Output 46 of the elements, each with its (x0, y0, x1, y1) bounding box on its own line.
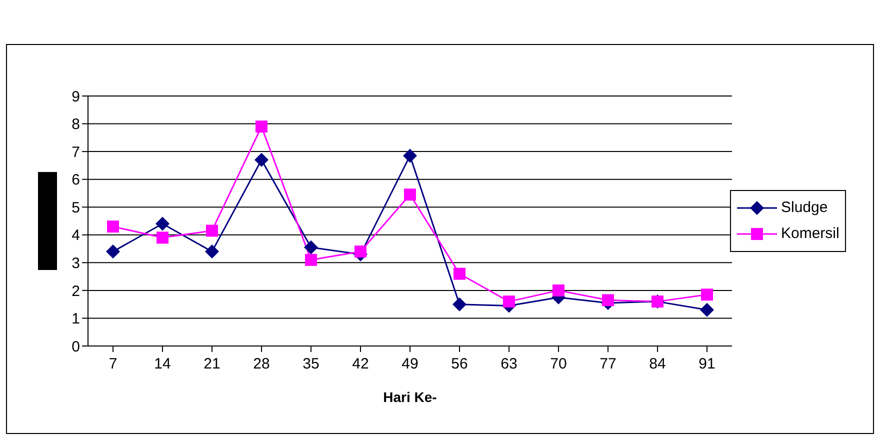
y-tick-label: 4 (72, 227, 80, 244)
x-tick-label: 63 (500, 356, 518, 373)
point (206, 224, 218, 237)
point (602, 294, 614, 306)
x-tick-label: 28 (253, 356, 270, 373)
point (107, 220, 119, 233)
point (552, 284, 564, 296)
y-tick-label: 0 (72, 338, 80, 356)
point (156, 232, 168, 244)
x-tick-label: 7 (108, 356, 118, 373)
point (403, 148, 417, 163)
point (106, 244, 120, 259)
x-tick-label: 21 (204, 356, 220, 373)
point (354, 246, 366, 258)
x-axis-title: Hari Ke- (383, 388, 438, 405)
point (305, 254, 317, 266)
x-tick-label: 49 (402, 356, 418, 373)
x-tick-label: 84 (649, 356, 666, 373)
point (503, 296, 515, 308)
point (156, 216, 170, 231)
x-tick-label: 35 (302, 356, 320, 373)
x-tick-label: 56 (451, 356, 468, 373)
point (454, 268, 466, 280)
point (404, 188, 416, 201)
point (205, 244, 219, 259)
x-tick-label: 91 (698, 356, 716, 373)
x-tick-label: 77 (600, 356, 616, 373)
y-tick-label: 6 (72, 172, 80, 189)
legend-label: Komersil (781, 224, 840, 244)
y-tick-label: 1 (72, 310, 80, 328)
y-tick-label: 9 (72, 88, 80, 106)
y-tick-label: 8 (72, 116, 80, 134)
point (304, 240, 318, 254)
y-tick-label: 7 (72, 144, 80, 161)
y-tick-label: 5 (72, 199, 80, 216)
point (701, 288, 713, 301)
legend-label: Sludge (781, 198, 828, 218)
x-tick-label: 42 (352, 356, 369, 373)
x-tick-label: 70 (550, 356, 567, 373)
point (254, 152, 268, 167)
point (256, 120, 268, 133)
point (452, 297, 466, 312)
y-tick-label: 2 (72, 282, 80, 300)
point (700, 302, 714, 317)
y-tick-label: 3 (72, 254, 80, 272)
x-tick-label: 14 (154, 356, 171, 373)
